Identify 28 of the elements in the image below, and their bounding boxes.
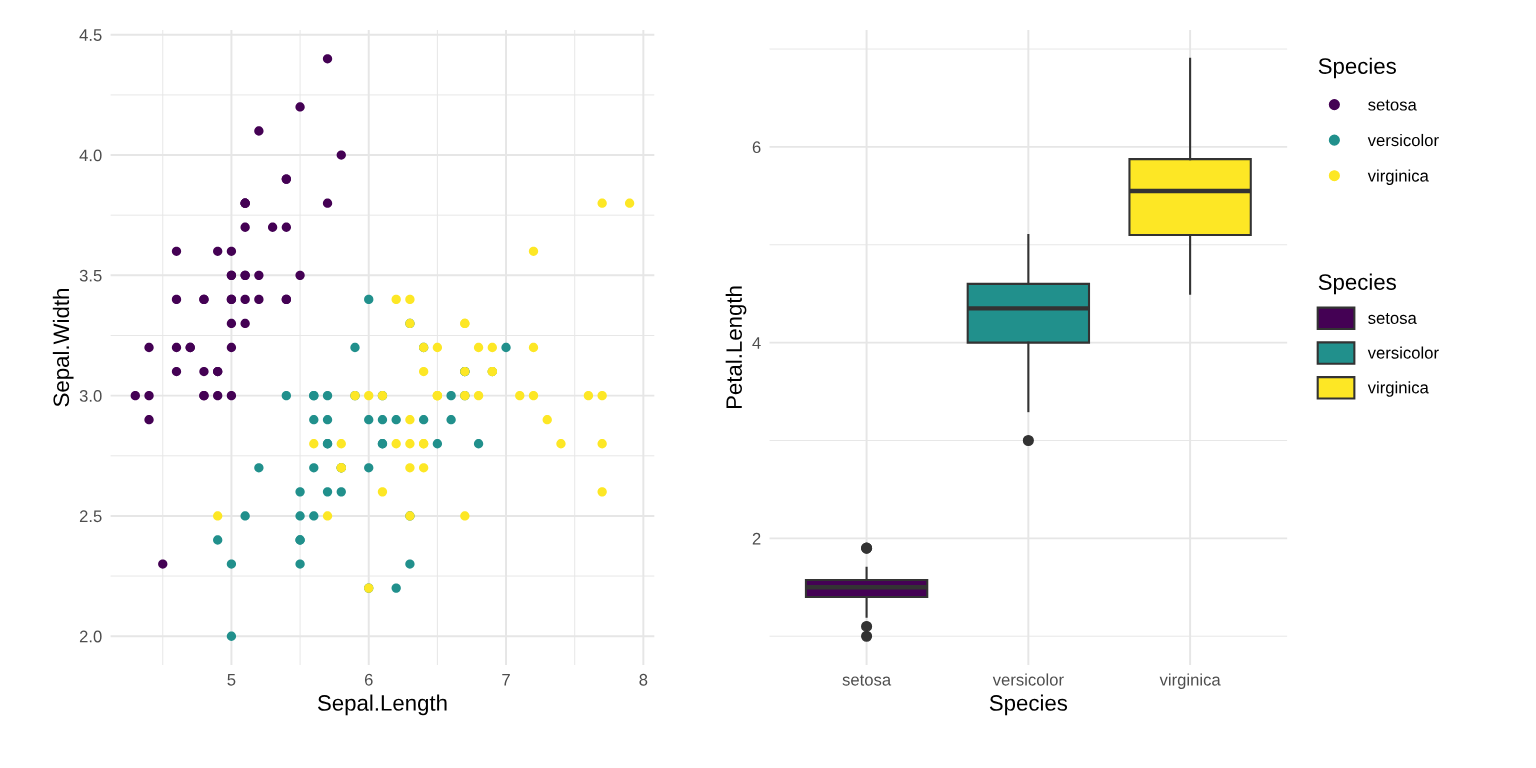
y-tick-label: 2.5	[79, 510, 102, 523]
legend-label: virginica	[1367, 169, 1429, 185]
legend-label: versicolor	[1367, 133, 1439, 147]
y-tick-label: 4.5	[79, 29, 102, 41]
y-tick-label: 4	[752, 337, 761, 349]
y-tick-label: 2	[752, 532, 761, 545]
y-tick-label: 2.0	[79, 630, 102, 643]
legend-title: Species	[1318, 57, 1396, 79]
x-tick-label: 6	[364, 673, 373, 686]
x-tick-label: setosa	[842, 674, 892, 686]
y-tick-label: 4.0	[79, 149, 102, 162]
x-tick-label: versicolor	[992, 673, 1064, 686]
y-tick-label: 3.0	[79, 390, 102, 402]
x-axis-title: Species	[989, 694, 1068, 716]
y-axis-title: Petal.Length	[725, 286, 747, 409]
legend-label: setosa	[1368, 99, 1417, 111]
legend-label: versicolor	[1367, 346, 1439, 359]
y-axis-title: Sepal.Width	[52, 289, 74, 407]
y-tick-label: 6	[752, 141, 761, 154]
x-tick-label: 7	[502, 674, 510, 686]
legend-label: virginica	[1367, 381, 1429, 397]
legend-title: Species	[1318, 273, 1396, 295]
y-tick-label: 3.5	[79, 269, 102, 282]
x-tick-label: 8	[639, 673, 648, 686]
x-tick-label: 5	[227, 674, 236, 686]
x-tick-label: virginica	[1159, 673, 1221, 689]
legend-label: setosa	[1368, 313, 1417, 324]
x-axis-title: Sepal.Length	[317, 694, 447, 716]
